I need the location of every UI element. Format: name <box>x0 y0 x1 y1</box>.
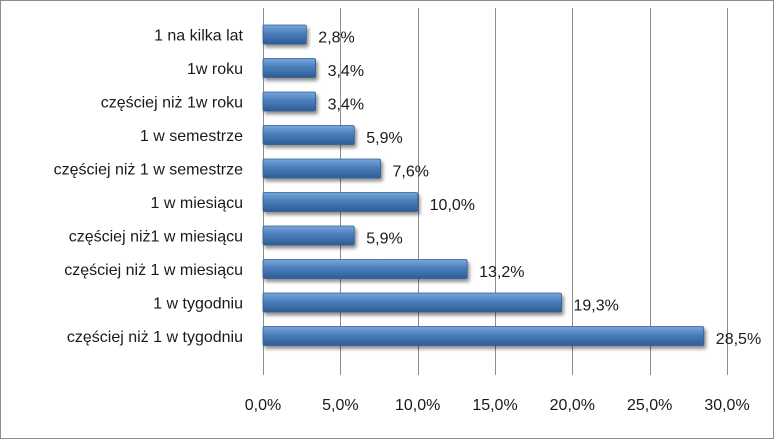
x-tick-label: 20,0% <box>550 397 595 414</box>
bar-6 <box>262 225 355 246</box>
value-label: 13,2% <box>479 264 524 281</box>
category-label: częściej niż 1w roku <box>101 95 243 112</box>
category-label: 1 w tygodniu <box>153 296 243 313</box>
x-tick-label: 10,0% <box>395 397 440 414</box>
category-label: 1 na kilka lat <box>154 28 243 45</box>
value-label: 19,3% <box>574 298 619 315</box>
value-label: 5,9% <box>366 130 402 147</box>
category-label: częściej niż1 w miesiącu <box>69 229 243 246</box>
value-label: 28,5% <box>716 331 761 348</box>
bars <box>262 24 705 346</box>
value-label: 10,0% <box>430 197 475 214</box>
value-label: 7,6% <box>393 164 429 181</box>
x-tick-label: 0,0% <box>245 397 281 414</box>
category-labels: 1 na kilka lat 1w roku częściej niż 1w rok… <box>54 28 244 347</box>
value-labels: 2,8%3,4%3,4%5,9%7,6%10,0%5,9%13,2%19,3%2… <box>318 30 761 349</box>
category-label: 1 w semestrze <box>140 128 243 145</box>
value-label: 5,9% <box>366 231 402 248</box>
bar-0 <box>262 24 307 45</box>
category-label: częściej niż 1 w miesiącu <box>64 262 243 279</box>
bar-8 <box>262 292 562 313</box>
value-label: 3,4% <box>328 97 364 114</box>
category-label: częściej niż 1 w tygodniu <box>67 329 243 346</box>
x-axis-tick-labels: 0,0% 5,0% 10,0% 15,0% 20,0% 25,0% 30,0% <box>245 397 750 414</box>
value-label: 3,4% <box>328 63 364 80</box>
category-label: częściej niż 1 w semestrze <box>54 162 243 179</box>
x-tick-label: 5,0% <box>322 397 358 414</box>
x-tick-label: 15,0% <box>472 397 517 414</box>
bar-7 <box>262 259 468 279</box>
bar-9 <box>262 326 705 346</box>
bar-2 <box>262 91 316 112</box>
bar-4 <box>262 158 381 179</box>
x-tick-label: 30,0% <box>704 397 749 414</box>
value-label: 2,8% <box>318 30 354 47</box>
bar-1 <box>262 58 316 78</box>
bar-5 <box>262 192 419 212</box>
x-tick-label: 25,0% <box>627 397 672 414</box>
category-label: 1w roku <box>187 61 243 78</box>
category-label: 1 w miesiącu <box>151 195 243 212</box>
bar-3 <box>262 125 355 145</box>
